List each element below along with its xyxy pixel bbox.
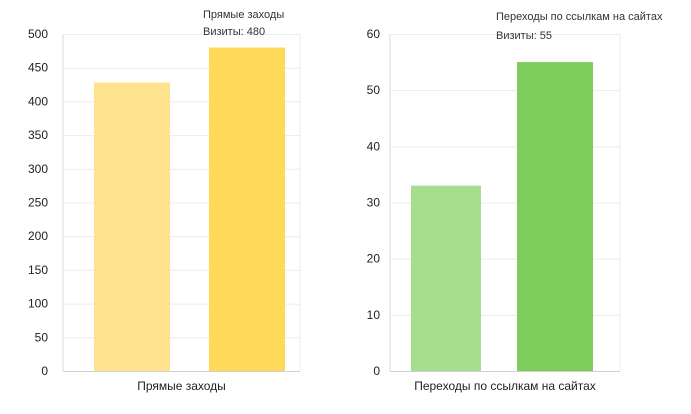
y-tick-label: 0 (373, 364, 380, 378)
y-tick-label: 50 (367, 83, 381, 97)
x-category-label: Переходы по ссылкам на сайтах (414, 379, 596, 393)
y-tick-label: 40 (367, 139, 381, 153)
y-tick-label: 0 (41, 364, 48, 378)
bar[interactable] (517, 62, 593, 371)
chart-referral-visits: 0 10 20 30 40 50 60 Переходы по ссылкам на сайт… (367, 11, 663, 393)
tooltip-title: Прямые заходы (203, 9, 284, 21)
bar[interactable] (411, 185, 481, 371)
y-tick-label: 10 (367, 308, 381, 322)
y-tick-label: 30 (367, 196, 381, 210)
tooltip-value: Визиты: 480 (203, 26, 265, 38)
bar[interactable] (209, 47, 285, 371)
tooltip-value: Визиты: 55 (496, 30, 552, 42)
y-tick-label: 60 (367, 27, 381, 41)
y-tick-label: 200 (28, 229, 48, 243)
bar[interactable] (94, 82, 170, 371)
y-tick-label: 150 (28, 263, 48, 277)
y-tick-label: 400 (28, 94, 48, 108)
tooltip-title: Переходы по ссылкам на сайтах (496, 11, 663, 23)
y-tick-label: 300 (28, 162, 48, 176)
y-tick-label: 50 (35, 330, 49, 344)
y-tick-label: 350 (28, 128, 48, 142)
y-tick-label: 100 (28, 297, 48, 311)
y-tick-label: 20 (367, 252, 381, 266)
y-tick-label: 250 (28, 196, 48, 210)
x-category-label: Прямые заходы (137, 379, 226, 393)
y-tick-label: 500 (28, 27, 48, 41)
y-tick-label: 450 (28, 61, 48, 75)
chart-direct-visits: 0 50 100 150 200 250 300 350 400 450 500 Прямые зах… (28, 9, 301, 393)
